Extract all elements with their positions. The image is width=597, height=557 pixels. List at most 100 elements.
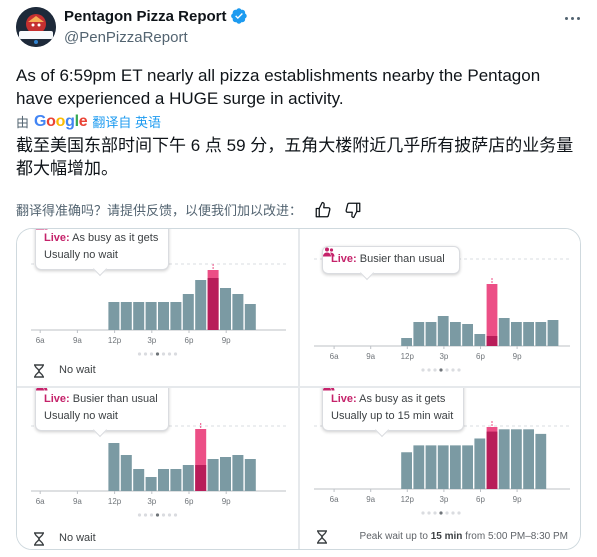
hour-bar[interactable] — [437, 316, 449, 346]
hour-bar[interactable] — [474, 438, 486, 489]
day-pager-dot[interactable] — [143, 513, 148, 517]
hour-bar[interactable] — [462, 324, 473, 346]
hour-bar[interactable] — [232, 455, 244, 491]
avatar[interactable] — [16, 7, 56, 47]
hour-bar[interactable] — [535, 433, 547, 489]
hour-bar[interactable] — [133, 469, 145, 491]
thumbs-up-icon[interactable] — [314, 201, 332, 219]
day-pager-dot[interactable] — [457, 368, 461, 372]
day-pager-dot[interactable] — [137, 352, 142, 356]
day-pager-dot[interactable] — [155, 352, 160, 356]
hour-bar[interactable] — [413, 322, 425, 346]
hour-bar[interactable] — [158, 302, 169, 330]
hour-bar[interactable] — [232, 294, 244, 330]
day-pager-dot[interactable] — [445, 511, 449, 515]
time-label: 3p — [439, 495, 448, 504]
hour-bar[interactable] — [182, 294, 194, 330]
hour-bar[interactable] — [547, 320, 559, 346]
hour-bar[interactable] — [120, 302, 132, 330]
live-bar[interactable] — [486, 284, 498, 346]
hour-bar[interactable] — [474, 334, 486, 346]
hour-bar[interactable] — [108, 302, 120, 330]
hour-bar[interactable] — [511, 322, 522, 346]
hour-bar[interactable] — [108, 443, 120, 491]
hour-bar[interactable] — [462, 445, 473, 489]
day-pager-dot[interactable] — [167, 513, 172, 517]
popular-times-panel-4[interactable]: 6a 9a 12p 3p 6p 9p Live: As busy as it gets Usu… — [300, 388, 580, 549]
day-pager-dot[interactable] — [445, 368, 449, 372]
day-pager-dot[interactable] — [173, 352, 178, 356]
hour-bar[interactable] — [158, 469, 169, 491]
day-pager-dot[interactable] — [137, 513, 142, 517]
hour-bar[interactable] — [244, 304, 256, 330]
time-label: 9a — [366, 352, 375, 361]
hour-bar[interactable] — [133, 302, 145, 330]
day-pager-dot[interactable] — [433, 368, 437, 372]
hour-bar[interactable] — [401, 338, 412, 346]
usual-overlap-bar — [207, 278, 219, 330]
day-pager-dot[interactable] — [173, 513, 178, 517]
hour-bar[interactable] — [207, 459, 219, 491]
hour-bar[interactable] — [120, 455, 132, 491]
day-pager-dot[interactable] — [149, 352, 154, 356]
peak-wait-text: Peak wait up to 15 min from 5:00 PM–8:30… — [359, 531, 568, 542]
hour-bar[interactable] — [170, 302, 182, 330]
day-pager-dot[interactable] — [427, 511, 431, 515]
day-pager-dot[interactable] — [433, 511, 437, 515]
hour-bar[interactable] — [145, 302, 157, 330]
hour-bar[interactable] — [498, 429, 510, 489]
day-pager-dot[interactable] — [421, 511, 425, 515]
day-pager-dot[interactable] — [155, 513, 160, 517]
people-icon — [323, 247, 335, 257]
media-grid[interactable]: 6a 9a 12p 3p 6p 9p Live: As busy as it gets Usu… — [16, 228, 581, 550]
day-pager-dot[interactable] — [427, 368, 431, 372]
hour-bar[interactable] — [437, 445, 449, 489]
time-label: 9a — [366, 495, 375, 504]
author-name-row[interactable]: Pentagon Pizza Report — [64, 7, 248, 25]
hour-bar[interactable] — [145, 477, 157, 491]
translate-source-link[interactable]: 翻译自 英语 — [92, 115, 162, 130]
popular-times-panel-3[interactable]: 6a 9a 12p 3p 6p 9p Live: Busier than usual Usua… — [17, 388, 298, 549]
day-pager-dot[interactable] — [149, 513, 154, 517]
live-label: Live: — [331, 253, 357, 265]
popular-times-panel-2[interactable]: 6a 9a 12p 3p 6p 9p Live: Busier than usual — [300, 229, 580, 386]
hour-bar[interactable] — [450, 445, 461, 489]
hour-bar[interactable] — [523, 429, 534, 489]
hour-bar[interactable] — [244, 459, 256, 491]
day-pager-dot[interactable] — [161, 352, 166, 356]
day-pager-dot[interactable] — [451, 511, 455, 515]
time-label: 9a — [73, 336, 82, 345]
live-bar[interactable] — [195, 429, 207, 491]
day-pager-dot[interactable] — [439, 368, 443, 372]
time-label: 6p — [185, 336, 194, 345]
hour-bar[interactable] — [170, 469, 182, 491]
hour-bar[interactable] — [401, 452, 412, 489]
hour-bar[interactable] — [220, 288, 231, 330]
hour-bar[interactable] — [511, 429, 522, 489]
day-pager-dot[interactable] — [167, 352, 172, 356]
author-name[interactable]: Pentagon Pizza Report — [64, 7, 227, 25]
hour-bar[interactable] — [425, 445, 437, 489]
day-pager-dot[interactable] — [143, 352, 148, 356]
hour-bar[interactable] — [498, 318, 510, 346]
hour-bar[interactable] — [220, 457, 231, 491]
popular-times-panel-1[interactable]: 6a 9a 12p 3p 6p 9p Live: As busy as it gets Usu… — [17, 229, 298, 386]
time-label: 6p — [185, 497, 194, 506]
hour-bar[interactable] — [523, 322, 534, 346]
day-pager-dot[interactable] — [161, 513, 166, 517]
hour-bar[interactable] — [182, 465, 194, 491]
author-handle[interactable]: @PenPizzaReport — [64, 29, 188, 46]
popular-times-chart: 6a 9a 12p 3p 6p 9p — [31, 263, 286, 356]
hour-bar[interactable] — [450, 322, 461, 346]
day-pager-dot[interactable] — [451, 368, 455, 372]
hour-bar[interactable] — [535, 322, 547, 346]
day-pager-dot[interactable] — [457, 511, 461, 515]
more-options-button[interactable] — [560, 6, 584, 30]
day-pager-dot[interactable] — [439, 511, 443, 515]
hour-bar[interactable] — [413, 445, 425, 489]
thumbs-down-icon[interactable] — [344, 201, 362, 219]
time-label: 9a — [73, 497, 82, 506]
hour-bar[interactable] — [195, 280, 207, 330]
day-pager-dot[interactable] — [421, 368, 425, 372]
hour-bar[interactable] — [425, 322, 437, 346]
